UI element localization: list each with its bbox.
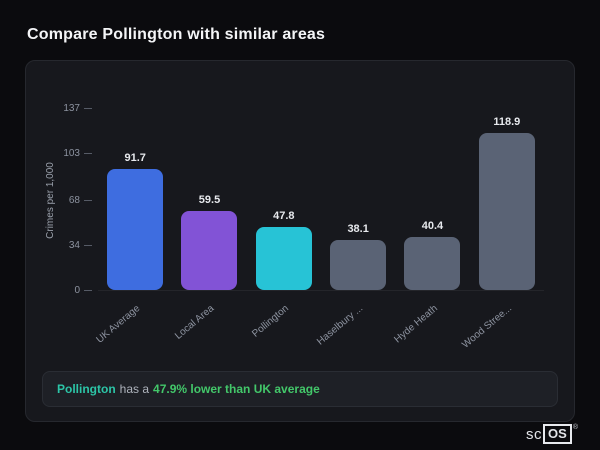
- bar-group-haselbury: 38.1: [321, 109, 395, 290]
- bar-uk-average[interactable]: [107, 168, 164, 290]
- x-axis-label: Local Area: [173, 303, 217, 342]
- summary-pill: Pollington has a 47.9% lower than UK ave…: [42, 371, 558, 407]
- bar-value-label: 40.4: [421, 219, 444, 232]
- bar-group-wood-stree: 118.9: [470, 109, 544, 290]
- bar-group-pollington: 47.8: [247, 109, 321, 290]
- page-title: Compare Pollington with similar areas: [27, 26, 326, 43]
- bar-value-label: 47.8: [273, 209, 295, 222]
- y-tick-label: 68: [68, 194, 80, 206]
- x-label-cell: UK Average: [94, 293, 172, 355]
- bars-row: 91.7 59.5 47.8 38.1 40.4 118.9: [98, 109, 544, 291]
- chart-card: Crimes per 1,000 0 34 68 103 137 91.7 59.5 47.…: [25, 60, 575, 422]
- bar-group-uk-average: 91.7: [98, 109, 172, 290]
- y-tick-label: 103: [63, 148, 80, 160]
- logo-boxed-text: OS: [543, 424, 572, 444]
- x-axis-label: Hyde Heath: [392, 303, 440, 346]
- summary-middle-text: has a: [119, 382, 150, 396]
- logo-prefix-text: sc: [526, 425, 543, 443]
- summary-highlight-text: 47.9% lower than UK average: [153, 382, 320, 396]
- x-label-cell: Pollington: [247, 293, 321, 355]
- y-tick-label: 0: [74, 285, 80, 296]
- y-axis-title-text: Crimes per 1,000: [44, 161, 56, 239]
- registered-trademark-icon: ®: [572, 424, 578, 431]
- x-label-cell: Hyde Heath: [392, 293, 469, 355]
- x-axis-labels: UK Average Local Area Pollington Haselbury …: [94, 293, 544, 355]
- y-tick-mark: [84, 290, 92, 291]
- x-label-cell: Haselbury ...: [315, 293, 395, 355]
- bar-pollington[interactable]: [255, 226, 312, 290]
- y-axis-title: Crimes per 1,000: [30, 109, 70, 291]
- x-label-cell: Wood Stree...: [460, 293, 544, 355]
- bar-value-label: 59.5: [198, 194, 221, 207]
- summary-area-name: Pollington: [57, 382, 116, 396]
- x-label-cell: Local Area: [172, 293, 246, 355]
- x-axis-label: UK Average: [94, 303, 143, 346]
- plot-area: 0 34 68 103 137 91.7 59.5 47.8 38.1 40.4 118.9: [63, 104, 544, 296]
- bar-local-area[interactable]: [181, 211, 238, 290]
- y-tick-mark: [84, 244, 92, 246]
- y-tick-label: 137: [63, 103, 80, 114]
- y-tick-mark: [84, 108, 92, 109]
- bar-value-label: 91.7: [124, 151, 146, 164]
- x-axis-label: Haselbury ...: [315, 303, 366, 348]
- bar-group-local-area: 59.5: [172, 109, 246, 290]
- bar-hyde-heath[interactable]: [404, 236, 461, 290]
- bar-wood-stree[interactable]: [478, 132, 535, 290]
- y-tick-mark: [84, 199, 92, 201]
- y-tick-mark: [84, 153, 92, 155]
- bar-group-hyde-heath: 40.4: [395, 109, 469, 290]
- bar-haselbury[interactable]: [330, 239, 387, 290]
- scos-logo: sc OS ®: [526, 424, 578, 444]
- x-axis-label: Pollington: [250, 303, 291, 340]
- y-tick-label: 34: [68, 239, 80, 251]
- bar-value-label: 38.1: [347, 222, 369, 235]
- bar-value-label: 118.9: [493, 115, 521, 128]
